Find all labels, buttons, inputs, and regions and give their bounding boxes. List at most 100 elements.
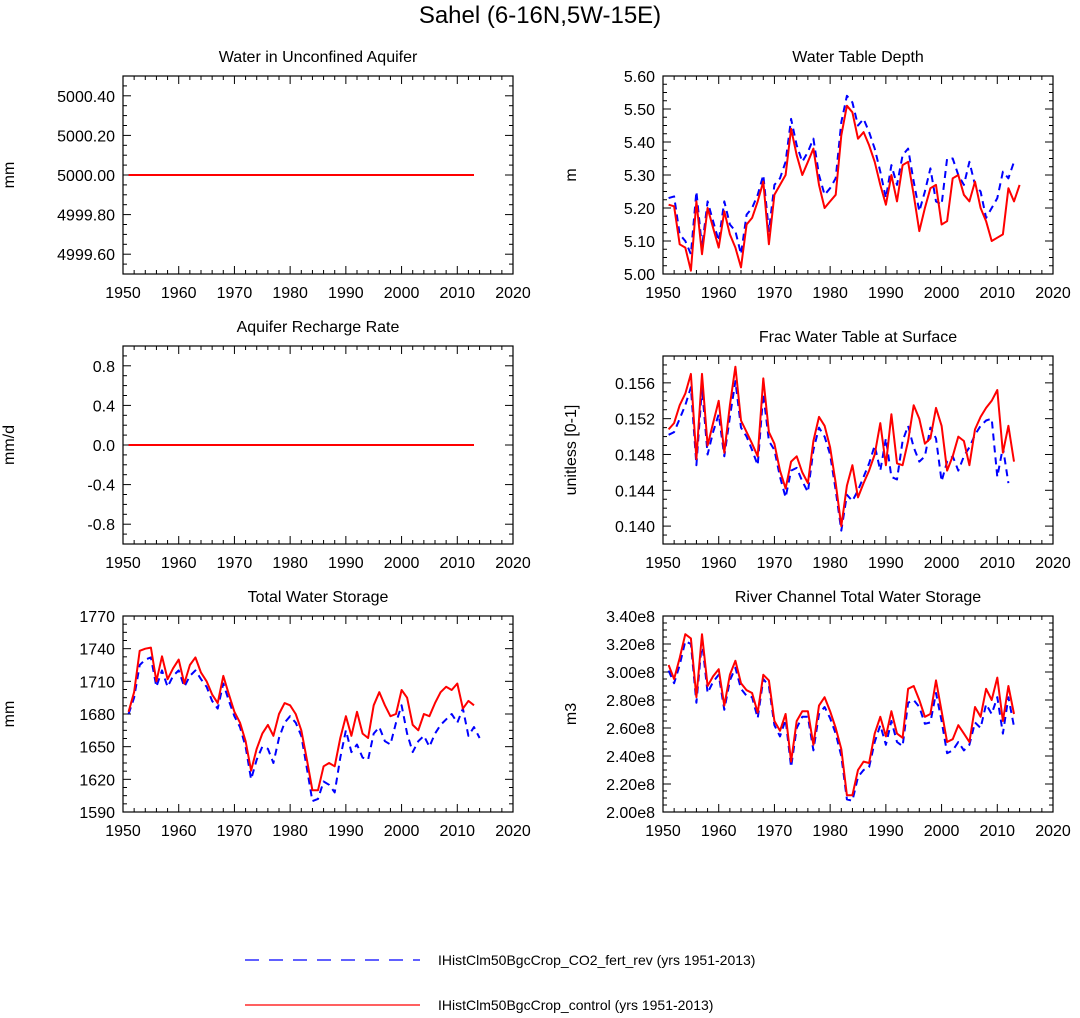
y-tick-label: 5.50 xyxy=(624,102,655,119)
y-tick-label: 2.80e8 xyxy=(606,693,655,710)
x-tick-label: 2010 xyxy=(979,285,1015,302)
x-tick-label: 1990 xyxy=(868,823,904,840)
x-tick-label: 2010 xyxy=(979,555,1015,572)
y-tick-label: 2.00e8 xyxy=(606,805,655,822)
y-tick-label: -0.8 xyxy=(87,517,115,534)
x-tick-label: 1980 xyxy=(812,285,848,302)
x-tick-label: 1980 xyxy=(812,555,848,572)
x-tick-label: 1960 xyxy=(161,285,197,302)
plot-frame xyxy=(662,615,1054,813)
legend-item-1: IHistClm50BgcCrop_CO2_fert_rev (yrs 1951… xyxy=(245,952,755,968)
x-tick-label: 1990 xyxy=(868,285,904,302)
x-tick-label: 2010 xyxy=(439,823,475,840)
y-axis-label: mm xyxy=(1,162,18,189)
y-tick-label: 5000.40 xyxy=(57,89,115,106)
series-line-1 xyxy=(668,94,1015,256)
x-tick-label: 1970 xyxy=(757,823,793,840)
y-tick-label: 4999.80 xyxy=(57,208,115,225)
y-tick-label: 0.140 xyxy=(615,519,655,536)
x-tick-label: 1970 xyxy=(217,555,253,572)
x-tick-label: 1990 xyxy=(328,285,364,302)
y-tick-label: 5.30 xyxy=(624,168,655,185)
x-tick-label: 2020 xyxy=(1035,285,1071,302)
x-tick-label: 2000 xyxy=(924,285,960,302)
x-tick-label: 2000 xyxy=(384,555,420,572)
x-tick-label: 1950 xyxy=(105,555,141,572)
y-tick-label: 2.60e8 xyxy=(606,721,655,738)
y-tick-label: 5000.00 xyxy=(57,168,115,185)
y-tick-label: 4999.60 xyxy=(57,247,115,264)
y-tick-label: 1770 xyxy=(79,609,115,626)
y-tick-label: 0.144 xyxy=(615,483,655,500)
x-tick-label: 2000 xyxy=(924,823,960,840)
series-line-2 xyxy=(668,104,1021,272)
y-tick-label: 5.00 xyxy=(624,267,655,284)
x-tick-label: 2020 xyxy=(495,823,531,840)
panel-title: Frac Water Table at Surface xyxy=(759,329,957,346)
y-tick-label: 1650 xyxy=(79,740,115,757)
series-line-1 xyxy=(667,640,1015,802)
x-tick-label: 1970 xyxy=(757,555,793,572)
x-tick-label: 1960 xyxy=(161,555,197,572)
y-tick-label: 5.10 xyxy=(624,234,655,251)
x-tick-label: 2020 xyxy=(495,285,531,302)
x-tick-label: 1980 xyxy=(272,823,308,840)
y-tick-label: 1740 xyxy=(79,642,115,659)
x-tick-label: 1960 xyxy=(701,823,737,840)
series-line-2 xyxy=(667,633,1015,797)
x-tick-label: 1980 xyxy=(272,285,308,302)
y-tick-label: 2.40e8 xyxy=(606,749,655,766)
y-axis-label: m3 xyxy=(563,703,580,725)
chart-panel-5: Total Water Storage mm 1950 1960 1970 1980 199… xyxy=(1,589,531,840)
x-tick-label: 1980 xyxy=(272,555,308,572)
x-tick-label: 1950 xyxy=(105,285,141,302)
legend-item-2: IHistClm50BgcCrop_control (yrs 1951-2013… xyxy=(245,997,713,1013)
chart-panel-3: Aquifer Recharge Rate mm/d 1950 1960 1970 198… xyxy=(1,319,531,572)
x-tick-label: 1970 xyxy=(217,823,253,840)
x-tick-label: 2000 xyxy=(924,555,960,572)
y-tick-label: 0.4 xyxy=(93,398,115,415)
x-tick-label: 1970 xyxy=(757,285,793,302)
plot-frame xyxy=(122,75,514,275)
x-tick-label: 1950 xyxy=(645,285,681,302)
x-tick-label: 2000 xyxy=(384,285,420,302)
y-tick-label: 3.20e8 xyxy=(606,637,655,654)
y-tick-label: 0.8 xyxy=(93,359,115,376)
series-line-2 xyxy=(667,365,1015,528)
legend-label: IHistClm50BgcCrop_CO2_fert_rev (yrs 1951… xyxy=(438,952,755,968)
chart-panel-2: Water Table Depth m 1950 1960 1970 1980 1990 20… xyxy=(563,49,1071,302)
plot-frame xyxy=(122,345,514,545)
panel-title: Water Table Depth xyxy=(792,49,924,66)
chart-panel-6: River Channel Total Water Storage m3 1950 1… xyxy=(563,589,1071,840)
x-tick-label: 1970 xyxy=(217,285,253,302)
y-tick-label: 1620 xyxy=(79,772,115,789)
y-tick-label: 3.40e8 xyxy=(606,609,655,626)
legend: IHistClm50BgcCrop_CO2_fert_rev (yrs 1951… xyxy=(245,952,755,1013)
y-axis-label: mm/d xyxy=(1,425,18,465)
y-axis-label: unitless [0-1] xyxy=(563,405,580,496)
y-tick-label: 1680 xyxy=(79,707,115,724)
y-tick-label: 0.156 xyxy=(615,376,655,393)
plot-frame xyxy=(122,615,514,813)
x-tick-label: 1980 xyxy=(812,823,848,840)
y-tick-label: 2.20e8 xyxy=(606,777,655,794)
x-tick-label: 1990 xyxy=(328,555,364,572)
x-tick-label: 1990 xyxy=(868,555,904,572)
plot-frame xyxy=(662,355,1054,545)
y-tick-label: -0.4 xyxy=(87,478,115,495)
x-tick-label: 1990 xyxy=(328,823,364,840)
plot-frame xyxy=(662,75,1054,275)
y-tick-label: 5000.20 xyxy=(57,128,115,145)
chart-panel-4: Frac Water Table at Surface unitless [0-1… xyxy=(563,329,1071,572)
y-tick-label: 3.00e8 xyxy=(606,665,655,682)
x-tick-label: 1960 xyxy=(701,285,737,302)
chart-panels: Water in Unconfined Aquifer mm 1950 1960 197… xyxy=(1,49,1071,840)
x-tick-label: 1950 xyxy=(645,823,681,840)
y-tick-label: 0.0 xyxy=(93,438,115,455)
y-tick-label: 5.60 xyxy=(624,69,655,86)
series-line-2 xyxy=(127,646,475,792)
y-axis-label: m xyxy=(563,168,580,181)
series-line-1 xyxy=(127,656,481,803)
y-tick-label: 0.152 xyxy=(615,412,655,429)
